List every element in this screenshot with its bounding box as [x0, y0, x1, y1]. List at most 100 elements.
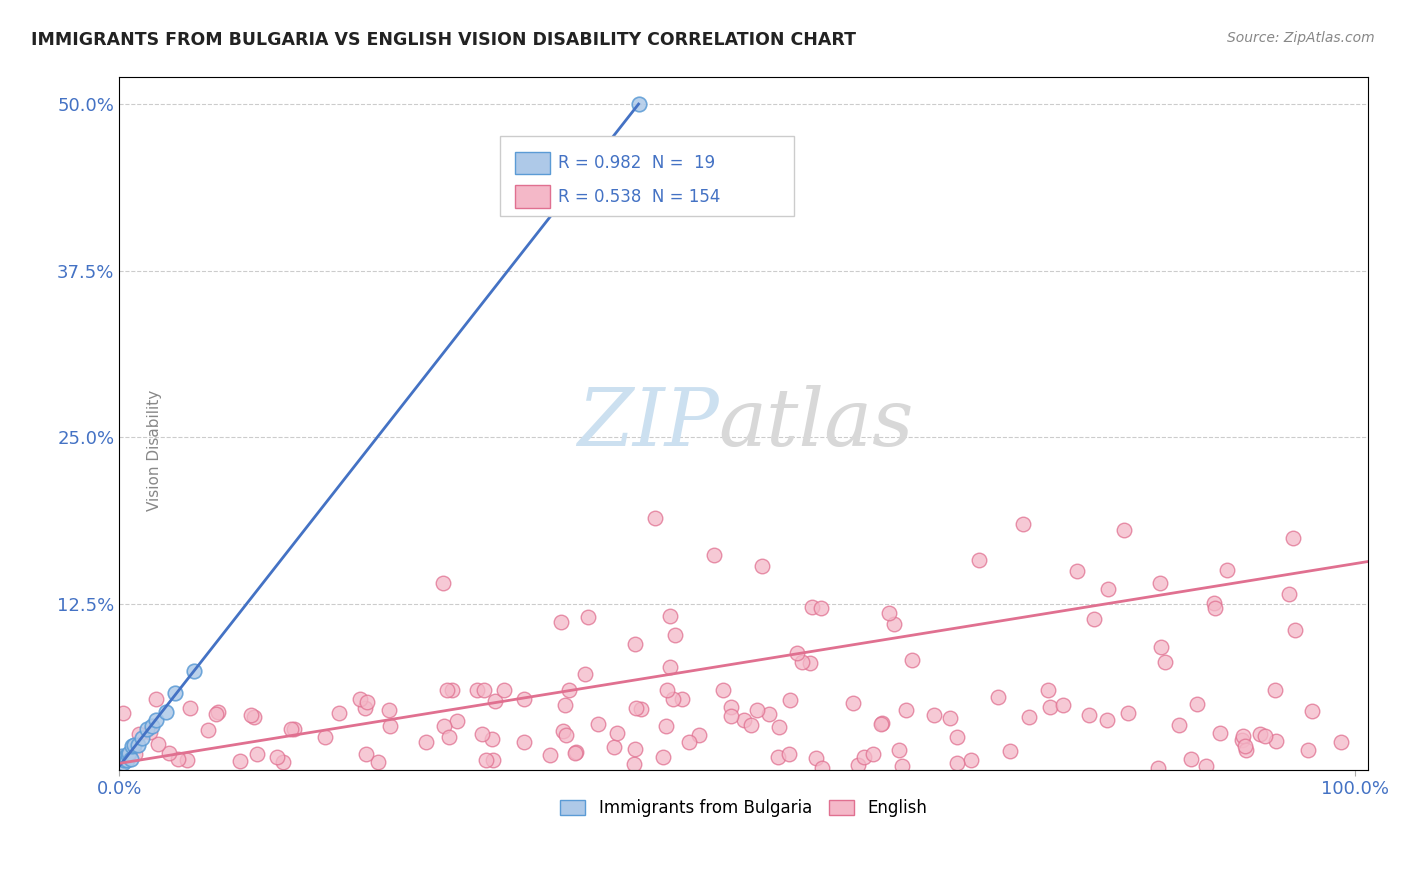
Text: Source: ZipAtlas.com: Source: ZipAtlas.com — [1227, 31, 1375, 45]
Point — [283, 722, 305, 736]
Point — [551, 724, 574, 739]
Point — [869, 716, 891, 731]
Text: R = 0.538  N = 154: R = 0.538 N = 154 — [558, 187, 720, 205]
Point — [688, 728, 710, 742]
Point — [441, 683, 464, 698]
Point — [1116, 706, 1139, 721]
Point — [115, 753, 138, 767]
Point — [436, 683, 458, 698]
Point — [280, 722, 302, 736]
Point — [240, 707, 263, 722]
Point — [243, 710, 266, 724]
Point — [197, 723, 219, 737]
Point — [555, 728, 578, 742]
Point — [271, 755, 294, 769]
Point — [328, 706, 350, 720]
Point — [1330, 735, 1353, 749]
Point — [1038, 683, 1060, 698]
Point — [671, 692, 693, 706]
Point — [148, 737, 170, 751]
Point — [481, 732, 503, 747]
Point — [145, 692, 167, 706]
Point — [1097, 713, 1119, 727]
Point — [112, 756, 135, 771]
Point — [720, 709, 742, 723]
Point — [644, 511, 666, 525]
Point — [946, 731, 969, 745]
Point — [120, 752, 142, 766]
Point — [810, 601, 832, 615]
Point — [896, 703, 918, 717]
Point — [554, 698, 576, 712]
Point — [924, 708, 946, 723]
Point — [883, 617, 905, 632]
Point — [538, 748, 561, 763]
Point — [128, 726, 150, 740]
Point — [733, 713, 755, 727]
Point — [946, 756, 969, 770]
Point — [1167, 717, 1189, 731]
Point — [432, 575, 454, 590]
Point — [623, 756, 645, 771]
Point — [117, 747, 139, 762]
Point — [356, 695, 378, 709]
Point — [891, 759, 914, 773]
Point — [576, 610, 599, 624]
Point — [565, 745, 588, 759]
Point — [678, 735, 700, 749]
Point — [446, 714, 468, 728]
Point — [801, 599, 824, 614]
Point — [655, 683, 678, 698]
Point — [1278, 586, 1301, 600]
Point — [205, 706, 228, 721]
Point — [111, 749, 134, 764]
Point — [870, 716, 893, 731]
Point — [246, 747, 269, 761]
Point — [745, 702, 768, 716]
Point — [751, 558, 773, 573]
Point — [790, 655, 813, 669]
Point — [439, 730, 461, 744]
Point — [1215, 563, 1237, 577]
Point — [758, 706, 780, 721]
Point — [987, 690, 1010, 705]
Point — [969, 553, 991, 567]
Point — [602, 740, 624, 755]
Point — [183, 664, 205, 678]
Point — [768, 719, 790, 733]
Point — [624, 701, 647, 715]
Point — [484, 694, 506, 708]
Point — [471, 727, 494, 741]
Point — [1296, 743, 1319, 757]
Point — [176, 753, 198, 767]
Point — [1066, 564, 1088, 578]
Point — [811, 761, 834, 775]
Point — [766, 750, 789, 764]
Point — [349, 692, 371, 706]
Point — [1284, 624, 1306, 638]
Point — [492, 683, 515, 698]
Point — [354, 747, 377, 761]
Point — [887, 743, 910, 757]
Point — [1282, 531, 1305, 545]
Point — [475, 753, 498, 767]
Point — [862, 747, 884, 761]
Point — [163, 686, 186, 700]
Point — [662, 692, 685, 706]
Point — [740, 718, 762, 732]
Point — [378, 703, 401, 717]
Point — [960, 753, 983, 767]
Point — [806, 751, 828, 765]
Point — [135, 723, 157, 737]
Point — [1301, 704, 1323, 718]
Point — [415, 735, 437, 749]
Bar — [515, 186, 550, 209]
Point — [1264, 734, 1286, 748]
Point — [467, 683, 489, 698]
Legend: Immigrants from Bulgaria, English: Immigrants from Bulgaria, English — [554, 793, 934, 824]
Point — [1039, 699, 1062, 714]
Point — [266, 749, 288, 764]
Point — [207, 705, 229, 719]
Point — [939, 711, 962, 725]
Point — [1185, 697, 1208, 711]
